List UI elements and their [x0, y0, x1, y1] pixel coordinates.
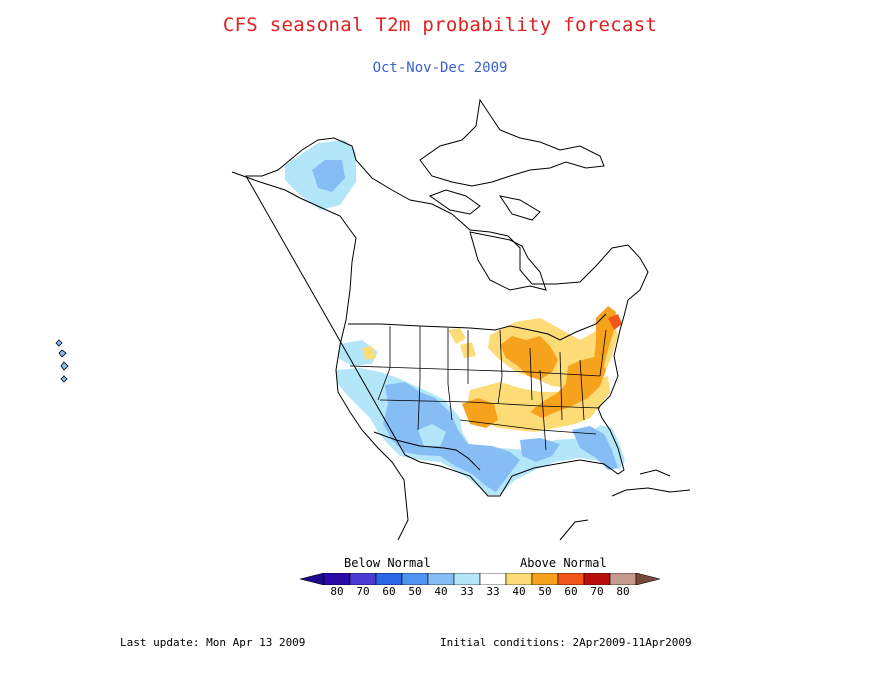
legend-swatch [531, 573, 559, 585]
legend-swatch [323, 573, 351, 585]
florida-below-core [572, 426, 618, 470]
southwest-below-core [383, 382, 520, 492]
legend-swatch [609, 573, 637, 585]
great-lakes-above-core [500, 336, 558, 380]
above-normal-shading [362, 306, 622, 432]
legend-tick-label: 70 [590, 585, 604, 598]
below-normal-label: Below Normal [344, 556, 431, 570]
legend-tick-label: 33 [460, 585, 474, 598]
legend-swatch [557, 573, 585, 585]
southern-plains-above-core [462, 398, 498, 428]
legend-tick-label: 70 [356, 585, 370, 598]
north-america-coastline [231, 137, 649, 541]
legend-swatch [349, 573, 377, 585]
alaska-below-core [312, 160, 345, 192]
legend-swatch [505, 573, 533, 585]
texas-below-core [520, 438, 560, 462]
hawaii-islands [55, 339, 69, 383]
legend-arrow-high [635, 573, 660, 585]
caribbean-islands-outline [559, 469, 691, 541]
legend-swatch [453, 573, 481, 585]
coastline-outline [231, 98, 691, 541]
below-normal-shading [285, 140, 625, 495]
legend-swatch [479, 573, 507, 585]
legend-tick-labels: 80 70 60 50 40 33 33 40 50 60 70 80 [300, 585, 660, 601]
legend-tick-label: 50 [408, 585, 422, 598]
state-borders [349, 326, 607, 451]
legend-tick-label: 50 [538, 585, 552, 598]
legend-tick-label: 40 [434, 585, 448, 598]
legend-tick-label: 80 [330, 585, 344, 598]
initial-conditions-text: Initial conditions: 2Apr2009-11Apr2009 [440, 636, 692, 649]
legend-swatch [427, 573, 455, 585]
arctic-islands-outline [419, 98, 605, 221]
hudson-bay-outline [469, 231, 547, 291]
us-canada-border [348, 313, 607, 341]
probability-color-legend [300, 573, 660, 585]
legend-tick-label: 40 [512, 585, 526, 598]
legend-tick-label: 60 [382, 585, 396, 598]
legend-swatch [375, 573, 403, 585]
above-normal-label: Above Normal [520, 556, 607, 570]
legend-arrow-low [300, 573, 325, 585]
north-plains-above-light [362, 346, 376, 360]
forecast-period: Oct-Nov-Dec 2009 [372, 60, 508, 76]
four-corners-light [418, 424, 446, 446]
north-america-forecast-map [55, 98, 691, 541]
legend-tick-label: 33 [486, 585, 500, 598]
montana-above-light [448, 328, 466, 344]
map-title: CFS seasonal T2m probability forecast [222, 14, 658, 36]
legend-tick-label: 60 [564, 585, 578, 598]
last-update-text: Last update: Mon Apr 13 2009 [120, 636, 306, 649]
legend-tick-label: 80 [616, 585, 630, 598]
ohio-valley-above-core [530, 356, 606, 418]
legend-swatch [583, 573, 611, 585]
legend-swatch [401, 573, 429, 585]
new-england-above-peak [608, 314, 622, 330]
us-mexico-border [373, 431, 481, 471]
